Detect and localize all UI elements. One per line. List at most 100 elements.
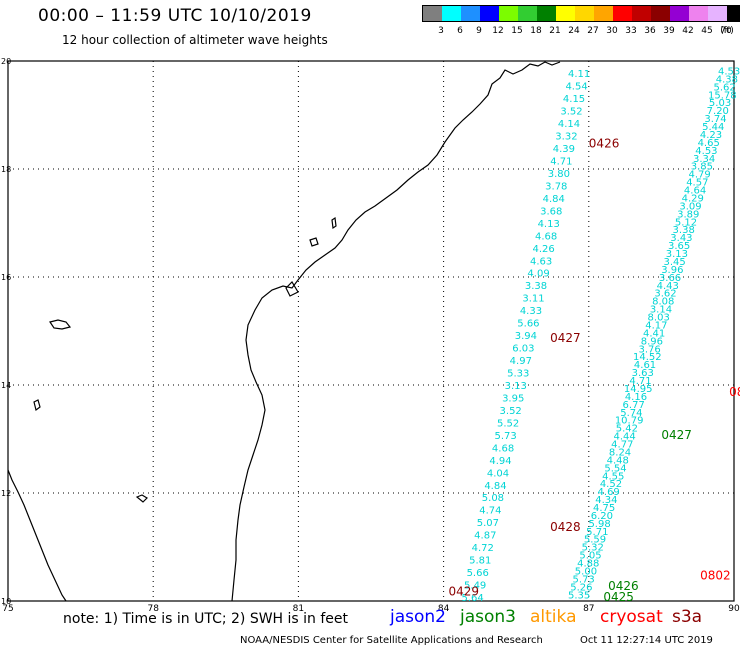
scale-label: 15 — [511, 26, 523, 36]
wave-height-value: 5.66 — [467, 568, 489, 579]
wave-height-value: 5.03 — [709, 98, 731, 109]
pass-number-label: 0426 — [589, 136, 620, 150]
legend-s3a: s3a — [672, 607, 703, 627]
wave-height-value: 3.89 — [677, 209, 699, 220]
wave-height-value: 4.69 — [598, 487, 620, 498]
wave-height-value: 3.66 — [659, 273, 681, 284]
coastline-bay-of-bengal — [231, 61, 561, 602]
wave-height-value: 4.61 — [634, 360, 656, 371]
wave-height-value: 3.76 — [638, 344, 660, 355]
map-axis-ticks: 75 78 81 84 87 90 20 18 16 14 12 10 — [1, 57, 740, 614]
lat-tick-label: 18 — [1, 165, 11, 174]
wave-height-value: 4.53 — [718, 67, 740, 78]
wave-height-value: 3.13 — [666, 249, 688, 260]
scale-label: 42 — [682, 26, 694, 36]
pass-number-label: 0429 — [448, 585, 479, 599]
wave-height-value: 3.62 — [654, 289, 676, 300]
wave-height-value: 4.53 — [695, 146, 717, 157]
wave-height-value: 3.45 — [663, 257, 685, 268]
island-outline-2 — [33, 399, 41, 412]
wave-height-value: 3.94 — [515, 331, 537, 342]
island-outline-3 — [135, 494, 148, 503]
lat-tick-label: 20 — [1, 57, 11, 66]
scale-swatch — [480, 6, 499, 21]
wave-height-value: 5.98 — [588, 519, 610, 530]
lon-tick-label: 78 — [147, 604, 159, 614]
wave-height-value: 10.79 — [615, 416, 644, 427]
wave-height-value: 3.38 — [673, 225, 695, 236]
wave-height-value: 4.17 — [645, 320, 667, 331]
wave-height-value: 4.87 — [474, 531, 496, 542]
wave-height-value: 3.34 — [693, 154, 715, 165]
wave-height-value: 4.77 — [611, 440, 633, 451]
wave-height-value: 4.65 — [698, 138, 720, 149]
scale-swatch — [499, 6, 518, 21]
wave-height-value: 4.74 — [479, 506, 501, 517]
map-subtitle: 12 hour collection of altimeter wave hei… — [62, 33, 328, 47]
wave-height-value: 3.38 — [525, 281, 547, 292]
wave-height-value: 4.41 — [643, 328, 665, 339]
wave-height-value: 5.54 — [604, 463, 626, 474]
scale-swatch — [556, 6, 575, 21]
scale-label: 39 — [663, 26, 675, 36]
wave-height-value: 5.74 — [620, 408, 642, 419]
footer-generated-time: Oct 11 12:27:14 UTC 2019 — [580, 635, 713, 646]
scale-swatch — [727, 6, 740, 21]
legend-jason3: jason3 — [460, 607, 516, 627]
wave-height-value: 4.64 — [684, 186, 706, 197]
wave-height-value: 3.52 — [560, 107, 582, 118]
scale-swatch — [632, 6, 651, 21]
scale-label: 6 — [457, 26, 463, 36]
wave-height-value: 4.23 — [700, 130, 722, 141]
wave-height-value: 4.43 — [657, 281, 679, 292]
coastline — [7, 61, 561, 602]
scale-label: 45 — [701, 26, 713, 36]
wave-height-value: 4.57 — [686, 178, 708, 189]
scale-swatch — [651, 6, 670, 21]
wave-height-value: 5.08 — [482, 493, 504, 504]
coastline-sri-lanka-west — [7, 469, 67, 602]
wave-height-value: 3.52 — [500, 406, 522, 417]
pass-number-label: 0428 — [550, 520, 581, 534]
wave-height-value: 4.71 — [550, 157, 572, 168]
island-outline-1 — [49, 319, 72, 330]
wave-height-value: 5.00 — [575, 566, 597, 577]
scale-swatch — [689, 6, 708, 21]
wave-height-value: 14.95 — [624, 384, 653, 395]
wave-height-value: 8.03 — [648, 313, 670, 324]
pass-number-label: 0425 — [603, 590, 634, 604]
wave-height-value: 5.62 — [713, 82, 735, 93]
satellite-track-values: 4.114.544.153.524.143.324.394.713.803.78… — [462, 67, 740, 605]
legend-jason2: jason2 — [390, 607, 446, 627]
wave-height-value: 4.11 — [568, 69, 590, 80]
wave-height-value: 4.38 — [716, 74, 738, 85]
scale-swatch — [594, 6, 613, 21]
scale-label: 30 — [606, 26, 618, 36]
pass-number-label: 0427 — [661, 428, 692, 442]
satellite-pass-labels: 042604270428042908020801042704260425 — [448, 136, 740, 604]
wave-height-value: 3.63 — [632, 368, 654, 379]
scale-swatch — [613, 6, 632, 21]
scale-label: 18 — [530, 26, 542, 36]
scale-swatch — [423, 6, 442, 21]
scale-label: 12 — [492, 26, 504, 36]
map-title: 00:00 – 11:59 UTC 10/10/2019 — [38, 6, 312, 26]
pass-number-label: 0802 — [700, 568, 731, 582]
lat-tick-label: 14 — [1, 381, 11, 390]
scale-unit-label: (ft) — [720, 26, 734, 36]
wave-height-value: 3.85 — [691, 162, 713, 173]
wave-height-value: 8.24 — [609, 447, 631, 458]
wave-height-value: 3.14 — [650, 305, 672, 316]
wave-height-value: 15.78 — [708, 90, 737, 101]
wave-height-value: 5.49 — [464, 581, 486, 592]
scale-label: 33 — [625, 26, 637, 36]
scale-label: 24 — [568, 26, 580, 36]
wave-height-value: 3.74 — [704, 114, 726, 125]
wave-height-value: 8.96 — [641, 336, 663, 347]
wave-height-value: 5.07 — [477, 518, 499, 529]
wave-height-value: 5.33 — [507, 369, 529, 380]
pass-number-label: 0426 — [608, 579, 639, 593]
wave-height-value: 5.59 — [584, 535, 606, 546]
wave-height-value: 4.54 — [565, 82, 587, 93]
scale-label: 27 — [587, 26, 599, 36]
